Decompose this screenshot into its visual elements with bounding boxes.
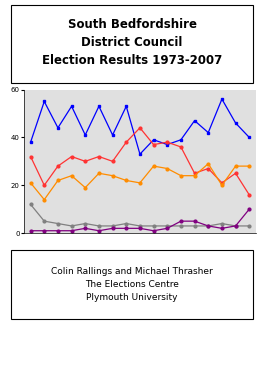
Text: Colin Rallings and Michael Thrasher
The Elections Centre
Plymouth University: Colin Rallings and Michael Thrasher The … (51, 267, 213, 302)
Text: South Bedfordshire
District Council
Election Results 1973-2007: South Bedfordshire District Council Elec… (42, 18, 222, 67)
